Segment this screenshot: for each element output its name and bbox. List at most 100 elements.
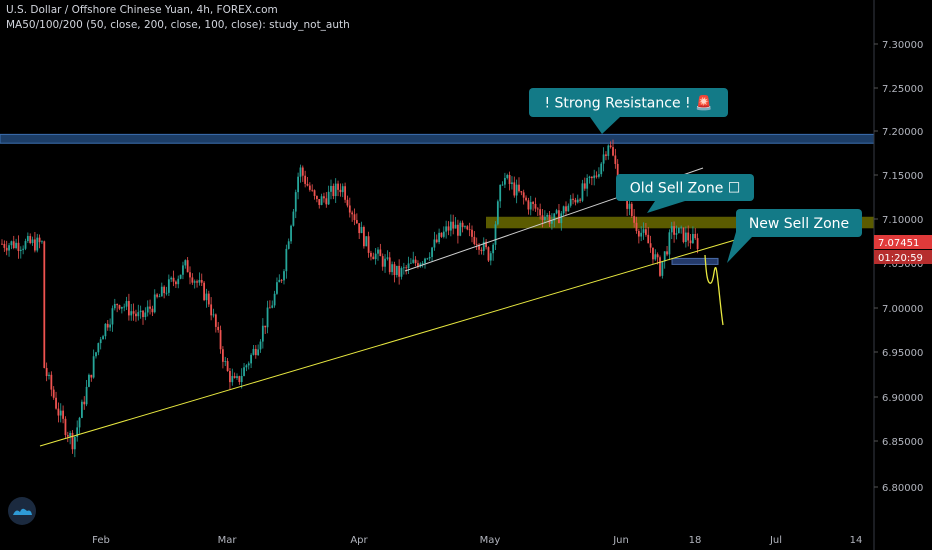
candle-body	[285, 248, 288, 272]
candle-body	[240, 375, 243, 383]
candle-body	[306, 183, 309, 186]
x-tick-label: 18	[689, 535, 702, 546]
candle-body	[640, 232, 643, 237]
candle-body	[534, 203, 537, 209]
candle-body	[149, 306, 151, 309]
candle-body	[264, 325, 267, 328]
candle-body	[290, 225, 292, 242]
candle-body	[1, 243, 3, 245]
candle-body	[696, 238, 699, 249]
candle-body	[377, 249, 379, 254]
candle-body	[325, 198, 328, 205]
candle-body	[71, 432, 74, 450]
candle-body	[379, 249, 382, 257]
candle-body	[38, 237, 41, 243]
candle-body	[506, 174, 509, 178]
candle-body	[421, 263, 424, 264]
candle-body	[132, 311, 135, 314]
candle-body	[499, 184, 502, 202]
candle-body	[266, 307, 269, 328]
candle-body	[496, 201, 499, 225]
trendlines-layer	[39, 167, 736, 447]
strong-resistance-callout-tail	[590, 117, 620, 134]
candle-body	[250, 354, 252, 364]
candle-body	[548, 214, 551, 224]
x-tick-label: Mar	[218, 535, 238, 546]
candle-body	[595, 175, 598, 177]
candle-body	[473, 236, 476, 245]
candle-body	[5, 247, 8, 251]
candle-body	[348, 205, 351, 213]
candle-body	[388, 257, 391, 273]
candle-body	[118, 305, 121, 309]
candle-body	[111, 308, 114, 325]
candle-body	[151, 308, 154, 313]
candle-body	[334, 183, 337, 197]
candle-body	[261, 325, 264, 342]
x-tick-label: 14	[850, 535, 863, 546]
candle-body	[588, 176, 591, 179]
last-price-badge	[874, 235, 932, 249]
new-sell-zone-callout-text: New Sell Zone	[749, 216, 849, 232]
projection-path	[704, 254, 724, 326]
candle-body	[525, 197, 527, 201]
candle-body	[593, 175, 596, 179]
candle-body	[501, 184, 504, 186]
candle-body	[229, 370, 231, 383]
y-tick-label: 7.25000	[882, 84, 923, 95]
candle-body	[184, 260, 187, 266]
candle-body	[92, 356, 95, 378]
candle-body	[478, 244, 480, 250]
ascending-support-line	[39, 239, 736, 447]
candle-body	[459, 222, 462, 236]
candle-body	[217, 326, 220, 331]
candle-body	[346, 199, 349, 206]
candle-body	[106, 323, 109, 328]
strong-resistance-callout-text: ! Strong Resistance ! 🚨	[544, 95, 712, 112]
candle-body	[607, 145, 610, 156]
candle-body	[12, 241, 15, 249]
candle-body	[48, 374, 50, 377]
candle-body	[172, 277, 175, 282]
countdown-text: 01:20:59	[878, 253, 923, 264]
candle-body	[226, 361, 229, 371]
candle-body	[341, 186, 344, 193]
candle-body	[339, 189, 342, 193]
candle-body	[395, 265, 398, 276]
y-tick-label: 6.95000	[882, 348, 923, 359]
candle-body	[57, 408, 60, 416]
candle-body	[637, 230, 640, 237]
candle-body	[656, 254, 659, 258]
candle-body	[135, 313, 137, 317]
candle-body	[252, 348, 255, 355]
candle-body	[374, 253, 377, 260]
candle-body	[649, 243, 652, 248]
candle-body	[15, 242, 17, 249]
candle-body	[327, 191, 330, 205]
candle-body	[628, 203, 631, 209]
candle-body	[569, 198, 572, 206]
candle-body	[90, 374, 93, 378]
candle-body	[494, 224, 497, 245]
candle-body	[558, 210, 560, 224]
new-sell-zone	[671, 257, 719, 265]
candle-body	[600, 163, 603, 175]
candle-body	[29, 236, 32, 244]
candle-body	[233, 376, 236, 378]
candle-body	[186, 260, 189, 273]
candle-body	[482, 241, 485, 252]
candle-body	[370, 252, 372, 257]
candle-body	[616, 163, 619, 182]
candle-body	[99, 339, 102, 344]
candle-body	[158, 296, 161, 298]
candle-body	[555, 210, 558, 214]
candle-body	[8, 245, 10, 251]
candle-body	[546, 214, 549, 217]
candle-body	[605, 154, 607, 156]
candle-body	[113, 304, 116, 309]
candle-body	[66, 435, 69, 437]
new-sell-zone-callout: New Sell Zone	[727, 209, 862, 263]
candle-body	[273, 293, 276, 306]
last-price-text: 7.07451	[878, 238, 919, 249]
